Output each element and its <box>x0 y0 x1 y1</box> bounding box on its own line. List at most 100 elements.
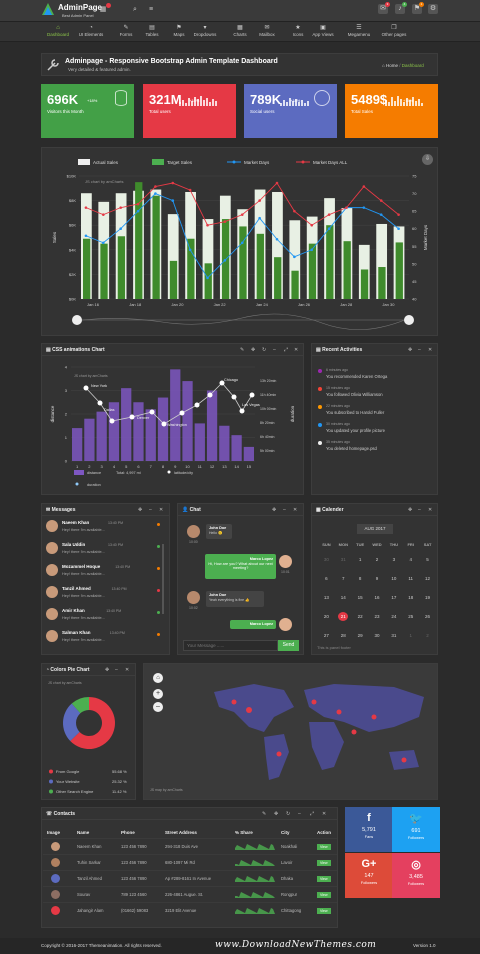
activity-item[interactable]: 22 minutes ago You subscribed to Harold F… <box>318 404 438 418</box>
bar-target[interactable] <box>378 267 386 299</box>
distance-bar[interactable] <box>219 425 230 461</box>
calendar-day[interactable]: 2 <box>375 557 379 562</box>
market-days-line-point[interactable] <box>310 248 314 252</box>
market-days-line-point[interactable] <box>240 241 244 245</box>
calendar-day[interactable]: 31 <box>340 557 346 562</box>
market-days-all-line-point[interactable] <box>293 209 296 213</box>
move-icon[interactable]: ✥ <box>251 347 256 353</box>
calendar-day[interactable]: 9 <box>375 576 379 581</box>
bar-target[interactable] <box>100 243 108 299</box>
view-button[interactable]: View <box>317 859 331 866</box>
minimize-icon[interactable]: – <box>115 667 118 673</box>
column-header[interactable]: % Share <box>235 829 253 835</box>
zoom-in-icon[interactable]: + <box>153 689 163 699</box>
market-days-line-point[interactable] <box>379 213 383 216</box>
move-icon[interactable]: ✥ <box>272 507 277 513</box>
message-item[interactable]: Mozammel Hoque 13:40 PM Hey! there I'm ava… <box>46 562 166 582</box>
bar-target[interactable] <box>326 225 334 299</box>
nav-item[interactable]: ☰ Megamenu <box>341 24 377 40</box>
nav-item[interactable]: ▾ Dropdowns <box>189 24 221 40</box>
distance-bar[interactable] <box>84 418 95 461</box>
calendar-day[interactable]: 29 <box>357 633 363 638</box>
table-row[interactable]: Jahangir Alam (01662) 59083 3219 Elit Aven… <box>43 901 337 918</box>
nav-item[interactable]: ✎ Forms <box>110 24 142 40</box>
close-icon[interactable]: ✕ <box>125 667 130 673</box>
market-days-all-line-point[interactable] <box>223 220 227 223</box>
calendar-day[interactable]: 27 <box>323 633 329 638</box>
hamburger-icon[interactable]: ≡ <box>148 6 154 13</box>
market-days-all-line-point[interactable] <box>327 213 331 216</box>
distance-bar[interactable] <box>194 423 205 461</box>
latitude-point[interactable] <box>231 394 237 400</box>
market-days-all-line-point[interactable] <box>240 213 244 216</box>
stat-card[interactable]: 5489$ +18% Total Sales <box>345 84 438 138</box>
world-map[interactable] <box>194 672 434 787</box>
close-icon[interactable]: ✕ <box>159 507 164 513</box>
search-icon[interactable]: ⌕ <box>133 6 137 13</box>
calendar-day[interactable]: 6 <box>325 576 328 581</box>
bar-target[interactable] <box>395 242 403 299</box>
bar-target[interactable] <box>308 243 317 299</box>
activity-item[interactable]: 35 minutes ago You deleted homepage.psd <box>318 440 438 454</box>
expand-icon[interactable]: ⤢ <box>310 811 315 817</box>
latitude-point[interactable] <box>219 380 225 386</box>
distance-bar[interactable] <box>182 381 193 461</box>
nav-item[interactable]: ⌂ Dashboard <box>42 24 74 40</box>
table-row[interactable]: Tuhin Sarkar 123 456 7890 680-1097 Mi Rd La… <box>43 853 337 870</box>
market-days-all-line-point[interactable] <box>188 188 192 192</box>
zoom-out-icon[interactable]: – <box>153 702 163 712</box>
market-days-all-line-point[interactable] <box>84 206 88 209</box>
market-days-line-point[interactable] <box>223 259 227 262</box>
move-icon[interactable]: ✥ <box>105 667 110 673</box>
market-days-all-line-point[interactable] <box>345 206 348 209</box>
nav-item[interactable]: ▦ Charts <box>224 24 256 40</box>
close-icon[interactable]: ✕ <box>428 347 433 353</box>
table-row[interactable]: Naeem Khan 123 456 7890 294-318 Duis Ave No… <box>43 837 337 854</box>
market-days-all-line-point[interactable] <box>154 185 157 188</box>
calendar-day[interactable]: 17 <box>391 595 397 600</box>
refresh-icon[interactable]: ↻ <box>262 347 267 353</box>
distance-bar[interactable] <box>133 402 144 461</box>
column-header[interactable]: Phone <box>121 829 135 835</box>
latitude-point[interactable] <box>179 410 185 416</box>
bar-actual[interactable] <box>202 219 214 299</box>
market-days-all-line-point[interactable] <box>171 181 175 185</box>
calendar-day[interactable]: 19 <box>425 595 431 600</box>
market-days-all-line-point[interactable] <box>397 213 400 216</box>
move-icon[interactable]: ✥ <box>138 507 143 513</box>
view-button[interactable]: View <box>317 891 331 898</box>
market-days-all-line-point[interactable] <box>119 206 122 209</box>
market-days-line-point[interactable] <box>293 255 296 259</box>
market-days-line-point[interactable] <box>362 206 366 209</box>
home-icon[interactable]: ⌂ <box>153 673 163 683</box>
calendar-day[interactable]: 5 <box>426 557 429 562</box>
breadcrumb-home[interactable]: Home <box>385 63 398 68</box>
scroll-left-handle[interactable] <box>72 315 82 325</box>
calendar-day[interactable]: 26 <box>425 614 431 619</box>
table-row[interactable]: Sourav 789 123 4560 226-4861 Augue. St. Ron… <box>43 885 337 902</box>
message-item[interactable]: Amir Khan 13:40 PM Hey! there I'm availabl… <box>46 606 166 626</box>
calendar-day[interactable]: 30 <box>323 557 329 562</box>
settings-gear-icon[interactable]: ⚙ <box>428 4 438 14</box>
calendar-day[interactable]: 8 <box>358 576 362 581</box>
nav-item[interactable]: ▣ App Views <box>307 24 339 40</box>
market-days-all-line-point[interactable] <box>102 213 105 216</box>
message-item[interactable]: Naeem Khan 13:40 PM Hey! there I'm availab… <box>46 518 166 538</box>
bar-actual[interactable] <box>376 223 388 299</box>
stat-card[interactable]: 696K +18% Visitors this Month <box>41 84 134 138</box>
market-days-line-point[interactable] <box>136 209 140 213</box>
calendar-day[interactable]: 13 <box>323 595 329 600</box>
calendar-day[interactable]: 11 <box>408 576 414 581</box>
market-days-all-line-point[interactable] <box>362 185 366 188</box>
calendar-day[interactable]: 28 <box>340 633 346 638</box>
bar-actual[interactable] <box>272 191 283 299</box>
market-days-line-point[interactable] <box>258 216 261 220</box>
pie-slice[interactable] <box>70 697 115 749</box>
bar-target[interactable] <box>187 238 195 299</box>
market-days-line-point[interactable] <box>275 237 279 241</box>
bar-target[interactable] <box>135 182 143 299</box>
market-days-line-point[interactable] <box>171 199 175 202</box>
calendar-day[interactable]: 12 <box>425 576 431 581</box>
nav-item[interactable]: ⚑ Maps <box>163 24 195 40</box>
social-card[interactable]: 🐦 691 Followers <box>392 807 440 852</box>
